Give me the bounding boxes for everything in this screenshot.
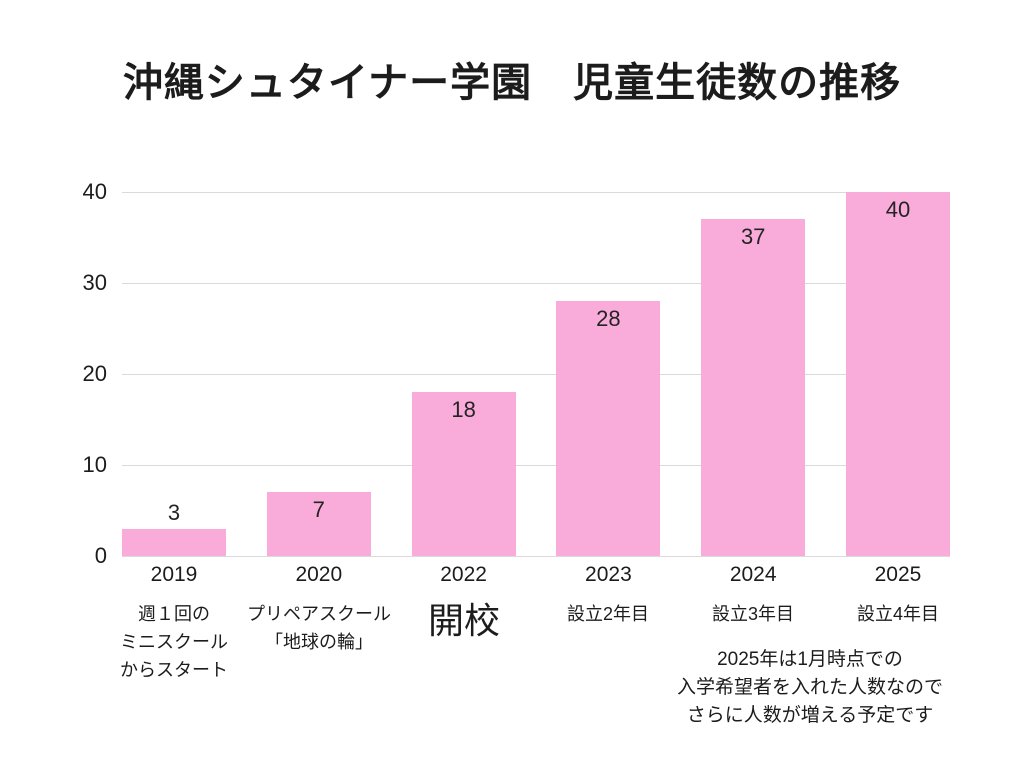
category-note-line: 「地球の輪」 — [265, 632, 373, 652]
bar-value-label: 18 — [451, 397, 476, 423]
bar-value-label: 7 — [312, 497, 325, 523]
category-note-line: 設立2年目 — [566, 604, 649, 624]
bar-value-label: 3 — [167, 499, 181, 525]
gridline-40 — [122, 192, 950, 193]
category-note-2025: 設立4年目 — [798, 600, 998, 628]
y-axis-tick-label: 10 — [82, 452, 107, 477]
category-note-2019: 週１回の ミニスクール からスタート — [74, 600, 274, 684]
gridline-20 — [122, 374, 950, 375]
category-note-2024: 設立3年目 — [653, 600, 853, 628]
chart-title: 沖縄シュタイナー学園 児童生徒数の推移 — [122, 61, 902, 105]
category-note-2020: プリペアスクール 「地球の輪」 — [219, 600, 419, 656]
y-axis-tick-label: 20 — [82, 361, 107, 386]
category-note-line: 設立3年目 — [711, 604, 794, 624]
footnote: 2025年は1月時点での 入学希望者を入れた人数なので さらに人数が増える予定で… — [610, 646, 1010, 730]
bar-2024: 37 — [701, 219, 806, 556]
x-axis: 2019 2020 2022 2023 2024 2025 — [122, 562, 950, 588]
category-note-2022-opening: 開校 — [364, 600, 564, 642]
x-axis-tick-label: 2023 — [585, 563, 632, 586]
gridline-30 — [122, 283, 950, 284]
category-note-line: 週１回の — [138, 604, 210, 624]
category-note-line: ミニスクール — [120, 632, 228, 652]
x-axis-tick-label: 2024 — [729, 563, 777, 586]
gridline-10 — [122, 465, 950, 466]
x-axis-tick-label: 2025 — [874, 563, 922, 586]
bar-value-label: 28 — [596, 306, 621, 332]
x-axis-tick-label: 2020 — [295, 563, 343, 586]
x-axis-tick-label: 2019 — [150, 563, 198, 586]
category-note-line: からスタート — [120, 660, 228, 680]
bar-2025: 40 — [845, 192, 950, 556]
category-note-line: プリペアスクール — [247, 604, 391, 624]
y-axis-tick-label: 0 — [94, 543, 107, 568]
bar-value-label: 37 — [740, 224, 766, 250]
footnote-line: 2025年は1月時点での — [717, 649, 903, 670]
bar-2022: 18 — [411, 392, 516, 556]
category-note-2023: 設立2年目 — [508, 600, 708, 628]
bar-series: 3 7 18 28 37 40 — [122, 192, 950, 556]
x-axis-tick-label: 2022 — [440, 563, 487, 586]
y-axis-tick-label: 40 — [82, 179, 107, 204]
bar-2019: 3 — [122, 500, 226, 556]
y-axis-tick-label: 30 — [82, 270, 107, 295]
footnote-line: 入学希望者を入れた人数なので — [676, 677, 943, 698]
category-note-line: 開校 — [427, 600, 500, 641]
bar-2020: 7 — [266, 492, 371, 556]
bar-value-label: 40 — [885, 197, 911, 222]
plot-area: 40 30 20 10 0 3 7 18 28 37 40 — [83, 179, 950, 568]
baseline-0 — [122, 556, 950, 557]
footnote-line: さらに人数が増える予定です — [686, 705, 934, 726]
bar-2023: 28 — [556, 301, 661, 556]
category-note-line: 設立4年目 — [856, 604, 939, 624]
